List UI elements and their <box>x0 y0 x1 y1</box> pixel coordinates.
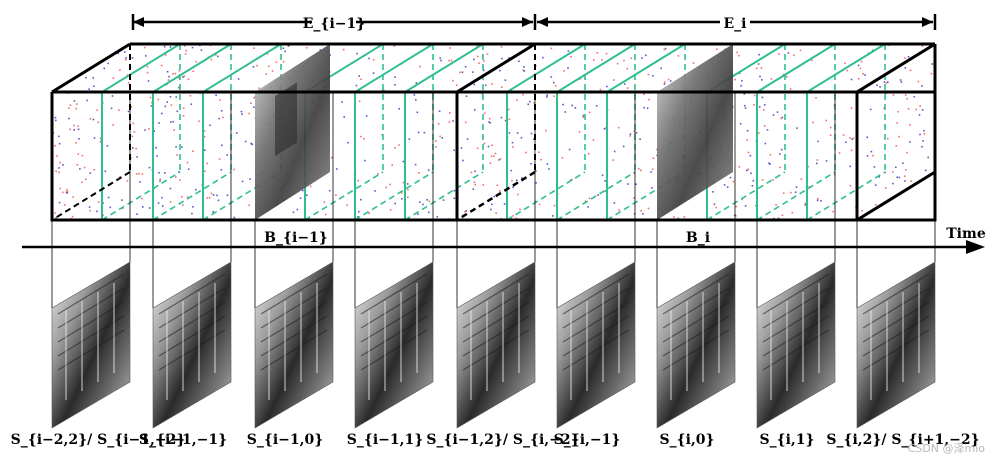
blurry-frame-left <box>255 44 330 220</box>
slice-label-7: S_{i,1} <box>759 432 814 448</box>
time-axis: Time <box>22 226 986 254</box>
slice-frame-2 <box>254 261 334 429</box>
slice-label-8: S_{i,2}/ S_{i+1,−2} <box>826 432 979 448</box>
span-label-right: E_i <box>724 16 747 32</box>
slice-frame-4 <box>456 261 536 429</box>
span-label-left: E_{i−1} <box>303 16 365 32</box>
event-volume <box>50 42 937 222</box>
blurry-frame-right <box>657 44 733 220</box>
slice-connectors <box>51 92 936 308</box>
volume-label-right: B_i <box>686 230 710 246</box>
slice-label-5: S_{i,−1} <box>554 432 621 448</box>
slice-frame-7 <box>756 261 836 429</box>
time-axis-label: Time <box>946 226 986 242</box>
slice-label-1: S_{i−1,−1} <box>139 432 227 448</box>
slice-frames <box>51 261 936 429</box>
span-label-left-box: E_{i−1} <box>303 14 365 32</box>
span-label-right-box: E_i <box>720 14 750 32</box>
watermark: CSDN @泽mio <box>908 442 986 455</box>
slice-frame-8 <box>856 261 936 429</box>
volume-label-left: B_{i−1} <box>264 230 328 246</box>
slice-label-2: S_{i−1,0} <box>247 432 324 448</box>
slice-frame-1 <box>152 261 232 429</box>
slice-frame-6 <box>656 261 736 429</box>
slice-label-4: S_{i−1,2}/ S_{i,−2} <box>426 432 579 448</box>
slice-frame-3 <box>354 261 434 429</box>
slice-labels: S_{i−2,2}/ S_{i−1,−2}S_{i−1,−1} S_{i−1,0}… <box>11 432 980 448</box>
slice-frame-5 <box>556 261 636 429</box>
slice-label-6: S_{i,0} <box>659 432 714 448</box>
slice-frame-0 <box>51 261 131 429</box>
span-arrows <box>131 14 937 30</box>
slice-label-0: S_{i−2,2}/ S_{i−1,−2} <box>11 432 186 448</box>
slice-label-3: S_{i−1,1} <box>347 432 424 448</box>
event-dots <box>52 44 934 222</box>
